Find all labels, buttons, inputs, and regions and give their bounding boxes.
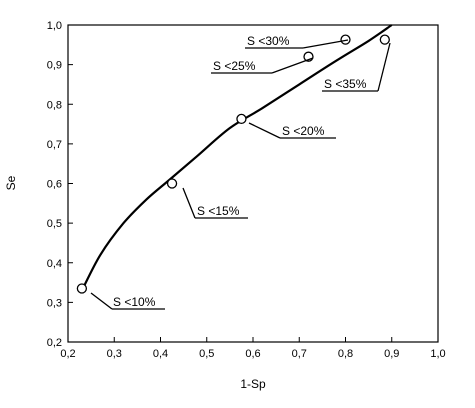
y-tick-label: 0,6 <box>47 179 62 191</box>
data-point-marker <box>379 34 390 45</box>
y-tick-label: 0,3 <box>47 297 62 309</box>
annotation-leader-line <box>271 57 314 74</box>
y-tick-label: 1,0 <box>47 20 62 32</box>
annotation-label: S <20% <box>282 124 325 138</box>
y-tick-label: 0,2 <box>47 337 62 349</box>
annotation-leader-line <box>90 292 113 310</box>
y-axis-title: Se <box>4 175 18 190</box>
data-points <box>76 34 390 294</box>
y-axis-ticks: 0,2 0,3 0,4 0,5 0,6 0,7 0,8 0,9 1,0 <box>47 20 73 349</box>
annotation-leader-line <box>248 122 281 139</box>
x-tick-label: 0,6 <box>245 348 260 360</box>
x-tick-label: 0,3 <box>107 348 122 360</box>
annotation-label: S <35% <box>324 77 367 91</box>
annotation-leader-line <box>182 187 196 219</box>
y-tick-label: 0,5 <box>47 218 62 230</box>
data-point-marker <box>236 113 247 125</box>
x-tick-label: 0,9 <box>384 348 399 360</box>
x-tick-label: 0,7 <box>292 348 307 360</box>
x-tick-label: 1,0 <box>430 348 445 360</box>
x-tick-label: 0,8 <box>338 348 353 360</box>
annotation-label: S <10% <box>113 295 156 309</box>
y-tick-label: 0,9 <box>47 60 62 72</box>
point-annotations: S <10% S <15% S <20% S <25% S <30% S <35% <box>90 34 391 310</box>
y-tick-label: 0,7 <box>47 139 62 151</box>
x-tick-label: 0,5 <box>199 348 214 360</box>
data-point-marker <box>76 283 88 294</box>
x-tick-label: 0,2 <box>60 348 75 360</box>
y-tick-label: 0,8 <box>47 99 62 111</box>
annotation-leader-line <box>302 39 349 49</box>
annotation-leader-line <box>377 42 391 92</box>
data-point-marker <box>166 178 178 189</box>
y-tick-label: 0,4 <box>47 258 62 270</box>
data-point-marker <box>340 34 351 45</box>
roc-curve <box>80 24 393 292</box>
x-axis-ticks: 0,2 0,3 0,4 0,5 0,6 0,7 0,8 0,9 1,0 <box>60 337 446 360</box>
x-axis-title: 1-Sp <box>240 377 266 391</box>
annotation-label: S <25% <box>213 59 256 73</box>
x-tick-label: 0,4 <box>153 348 168 360</box>
annotation-label: S <15% <box>197 204 240 218</box>
annotation-label: S <30% <box>247 34 290 48</box>
